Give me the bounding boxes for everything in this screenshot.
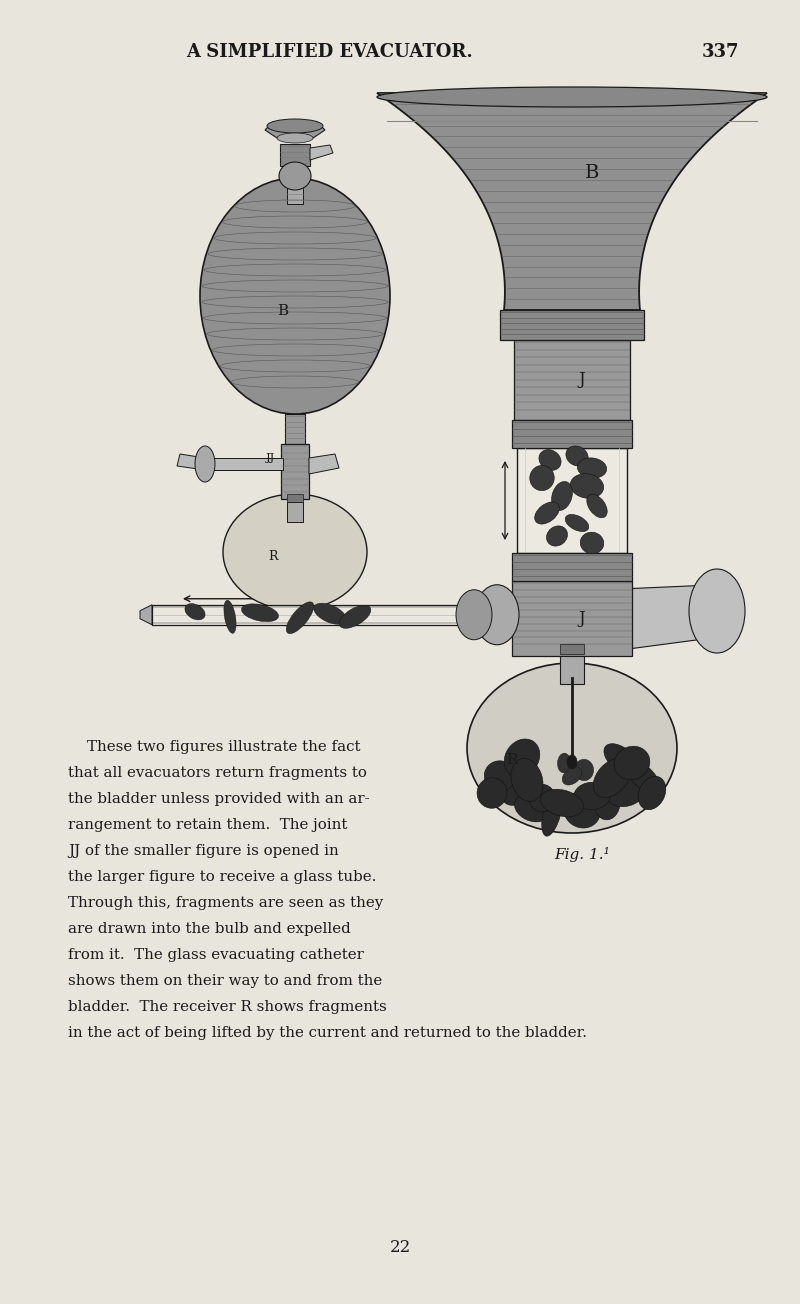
Ellipse shape bbox=[606, 773, 648, 807]
Polygon shape bbox=[265, 123, 325, 138]
Ellipse shape bbox=[578, 458, 606, 479]
Polygon shape bbox=[632, 584, 717, 648]
Text: B: B bbox=[278, 304, 289, 318]
Bar bbox=[512, 420, 632, 449]
Bar bbox=[500, 310, 644, 340]
Ellipse shape bbox=[623, 759, 661, 793]
Text: R: R bbox=[506, 752, 518, 767]
Ellipse shape bbox=[242, 604, 278, 622]
Text: B: B bbox=[585, 164, 599, 183]
Ellipse shape bbox=[279, 162, 311, 190]
Text: Through this, fragments are seen as they: Through this, fragments are seen as they bbox=[68, 896, 383, 910]
Ellipse shape bbox=[277, 133, 313, 143]
Bar bbox=[287, 502, 303, 522]
Text: J: J bbox=[578, 610, 586, 627]
Ellipse shape bbox=[530, 466, 554, 490]
Bar bbox=[285, 413, 305, 443]
Ellipse shape bbox=[580, 532, 604, 554]
Bar bbox=[512, 553, 632, 582]
Ellipse shape bbox=[504, 739, 540, 777]
Ellipse shape bbox=[339, 605, 371, 629]
Ellipse shape bbox=[267, 119, 323, 133]
Ellipse shape bbox=[224, 600, 236, 634]
Ellipse shape bbox=[574, 759, 594, 781]
Text: A SIMPLIFIED EVACUATOR.: A SIMPLIFIED EVACUATOR. bbox=[186, 43, 474, 61]
Bar bbox=[287, 186, 303, 203]
Bar bbox=[514, 340, 630, 420]
Bar bbox=[517, 449, 627, 553]
Ellipse shape bbox=[551, 481, 573, 510]
Ellipse shape bbox=[570, 473, 604, 498]
Bar bbox=[287, 494, 303, 502]
Ellipse shape bbox=[467, 662, 677, 833]
Text: Fig. 1.¹: Fig. 1.¹ bbox=[554, 848, 610, 862]
Text: shows them on their way to and from the: shows them on their way to and from the bbox=[68, 974, 382, 988]
Text: the larger figure to receive a glass tube.: the larger figure to receive a glass tub… bbox=[68, 870, 376, 884]
Ellipse shape bbox=[286, 602, 314, 634]
Text: rangement to retain them.  The joint: rangement to retain them. The joint bbox=[68, 818, 347, 832]
Text: the bladder unless provided with an ar-: the bladder unless provided with an ar- bbox=[68, 792, 370, 806]
Ellipse shape bbox=[185, 604, 205, 619]
Text: JJ: JJ bbox=[266, 452, 275, 463]
Text: These two figures illustrate the fact: These two figures illustrate the fact bbox=[68, 739, 361, 754]
Polygon shape bbox=[377, 93, 767, 310]
Text: in the act of being lifted by the current and returned to the bladder.: in the act of being lifted by the curren… bbox=[68, 1026, 587, 1041]
Ellipse shape bbox=[514, 794, 550, 822]
Bar bbox=[512, 582, 632, 656]
Bar bbox=[281, 443, 309, 499]
Ellipse shape bbox=[456, 589, 492, 640]
Ellipse shape bbox=[314, 604, 346, 625]
Ellipse shape bbox=[614, 746, 650, 780]
Ellipse shape bbox=[638, 776, 666, 810]
Ellipse shape bbox=[562, 767, 582, 785]
Ellipse shape bbox=[565, 515, 589, 532]
Ellipse shape bbox=[500, 781, 524, 806]
Ellipse shape bbox=[574, 782, 610, 810]
Text: J: J bbox=[578, 372, 586, 389]
Ellipse shape bbox=[689, 569, 745, 653]
Text: JJ of the smaller figure is opened in: JJ of the smaller figure is opened in bbox=[68, 844, 338, 858]
Ellipse shape bbox=[594, 786, 620, 820]
Ellipse shape bbox=[563, 792, 601, 828]
Ellipse shape bbox=[534, 502, 559, 524]
Ellipse shape bbox=[566, 446, 588, 466]
Text: bladder.  The receiver R shows fragments: bladder. The receiver R shows fragments bbox=[68, 1000, 386, 1015]
Ellipse shape bbox=[377, 87, 767, 107]
Bar bbox=[280, 143, 310, 166]
Ellipse shape bbox=[558, 754, 570, 773]
Ellipse shape bbox=[604, 743, 640, 776]
Polygon shape bbox=[310, 145, 333, 160]
Bar bbox=[152, 605, 462, 625]
Ellipse shape bbox=[541, 789, 583, 816]
Text: are drawn into the bulb and expelled: are drawn into the bulb and expelled bbox=[68, 922, 350, 936]
Text: from it.  The glass evacuating catheter: from it. The glass evacuating catheter bbox=[68, 948, 364, 962]
Polygon shape bbox=[309, 454, 339, 473]
Ellipse shape bbox=[475, 584, 519, 644]
Ellipse shape bbox=[594, 759, 630, 798]
Ellipse shape bbox=[195, 446, 215, 482]
Ellipse shape bbox=[567, 755, 577, 769]
Polygon shape bbox=[140, 605, 152, 625]
Text: 22: 22 bbox=[390, 1240, 410, 1257]
Bar bbox=[560, 644, 584, 655]
Bar bbox=[560, 656, 584, 685]
Ellipse shape bbox=[542, 790, 562, 836]
Text: 337: 337 bbox=[702, 43, 738, 61]
Ellipse shape bbox=[529, 784, 555, 811]
Polygon shape bbox=[177, 454, 205, 469]
Bar bbox=[205, 458, 283, 469]
Ellipse shape bbox=[539, 450, 561, 471]
Ellipse shape bbox=[477, 777, 507, 808]
Ellipse shape bbox=[586, 494, 607, 518]
Ellipse shape bbox=[546, 526, 567, 546]
Text: that all evacuators return fragments to: that all evacuators return fragments to bbox=[68, 765, 367, 780]
Ellipse shape bbox=[484, 760, 516, 792]
Ellipse shape bbox=[511, 759, 543, 802]
Text: R: R bbox=[268, 549, 278, 562]
Ellipse shape bbox=[223, 494, 367, 610]
Ellipse shape bbox=[200, 179, 390, 413]
